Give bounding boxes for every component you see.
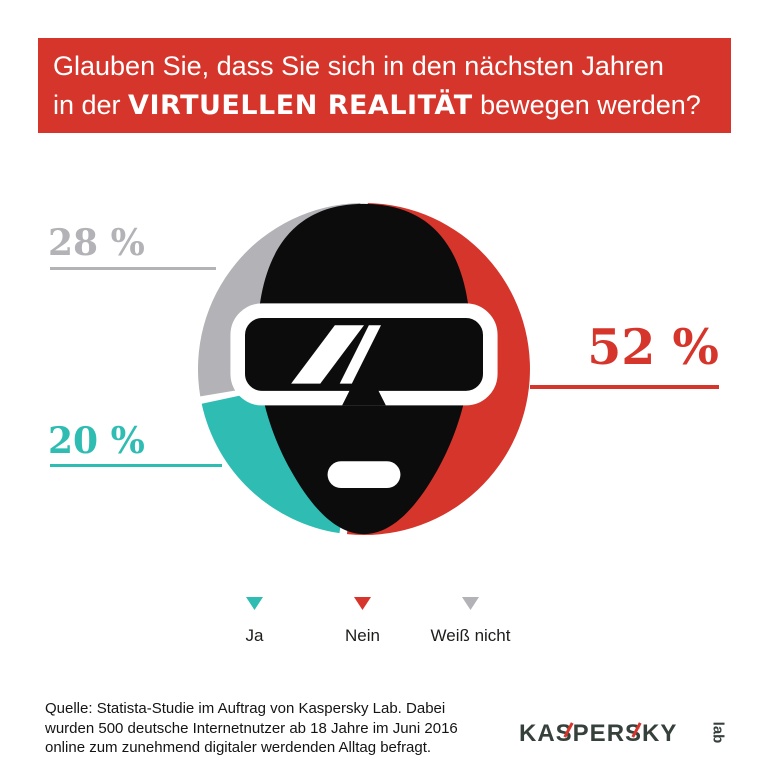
question-emphasis: VIRTUELLEN REALITÄT [128,89,473,121]
callout-line-nein [530,385,719,389]
legend-label-nein: Nein [345,626,380,645]
legend-item-ja: Ja [204,597,306,646]
question-line-1: Glauben Sie, dass Sie sich in den nächst… [53,50,664,81]
vr-headset-face-icon [230,203,498,535]
callout-value-nein: 52 % [587,318,719,376]
lab-wordmark: lab [709,721,727,744]
callout-line-weiss-nicht [50,267,216,270]
source-line-3: online zum zunehmend digitaler werdenden… [45,739,432,756]
source-line-1: Quelle: Statista-Studie im Auftrag von K… [45,700,446,717]
callout-value-ja: 20 % [48,420,145,462]
callout-line-ja [50,464,222,467]
legend-item-weiss-nicht: Weiß nicht [420,597,522,646]
legend-triangle-ja-icon [246,597,263,610]
legend-label-ja: Ja [245,626,264,645]
question-banner: Glauben Sie, dass Sie sich in den nächst… [38,38,731,133]
legend-triangle-weiss-nicht-icon [462,597,479,610]
question-line-2-suffix: bewegen werden? [472,89,701,120]
source-line-2: wurden 500 deutsche Internetnutzer ab 18… [45,719,458,737]
legend-triangle-nein-icon [354,597,371,610]
legend-item-nein: Nein [312,597,414,646]
legend: Ja Nein Weiß nicht [0,597,747,646]
source-text: Quelle: Statista-Studie im Auftrag von K… [45,699,458,758]
kaspersky-wordmark: KASPERSKY [519,720,678,747]
kaspersky-lab-logo: KASPERSKY lab [519,710,729,762]
callout-value-weiss-nicht: 28 % [48,222,145,264]
donut-chart [194,199,534,539]
donut-segment-nein [346,203,530,535]
legend-label-weiss-nicht: Weiß nicht [430,626,511,645]
question-line-2-prefix: in der [53,89,129,120]
question-line-2: in der VIRTUELLEN REALITÄT bewegen werde… [53,86,731,125]
